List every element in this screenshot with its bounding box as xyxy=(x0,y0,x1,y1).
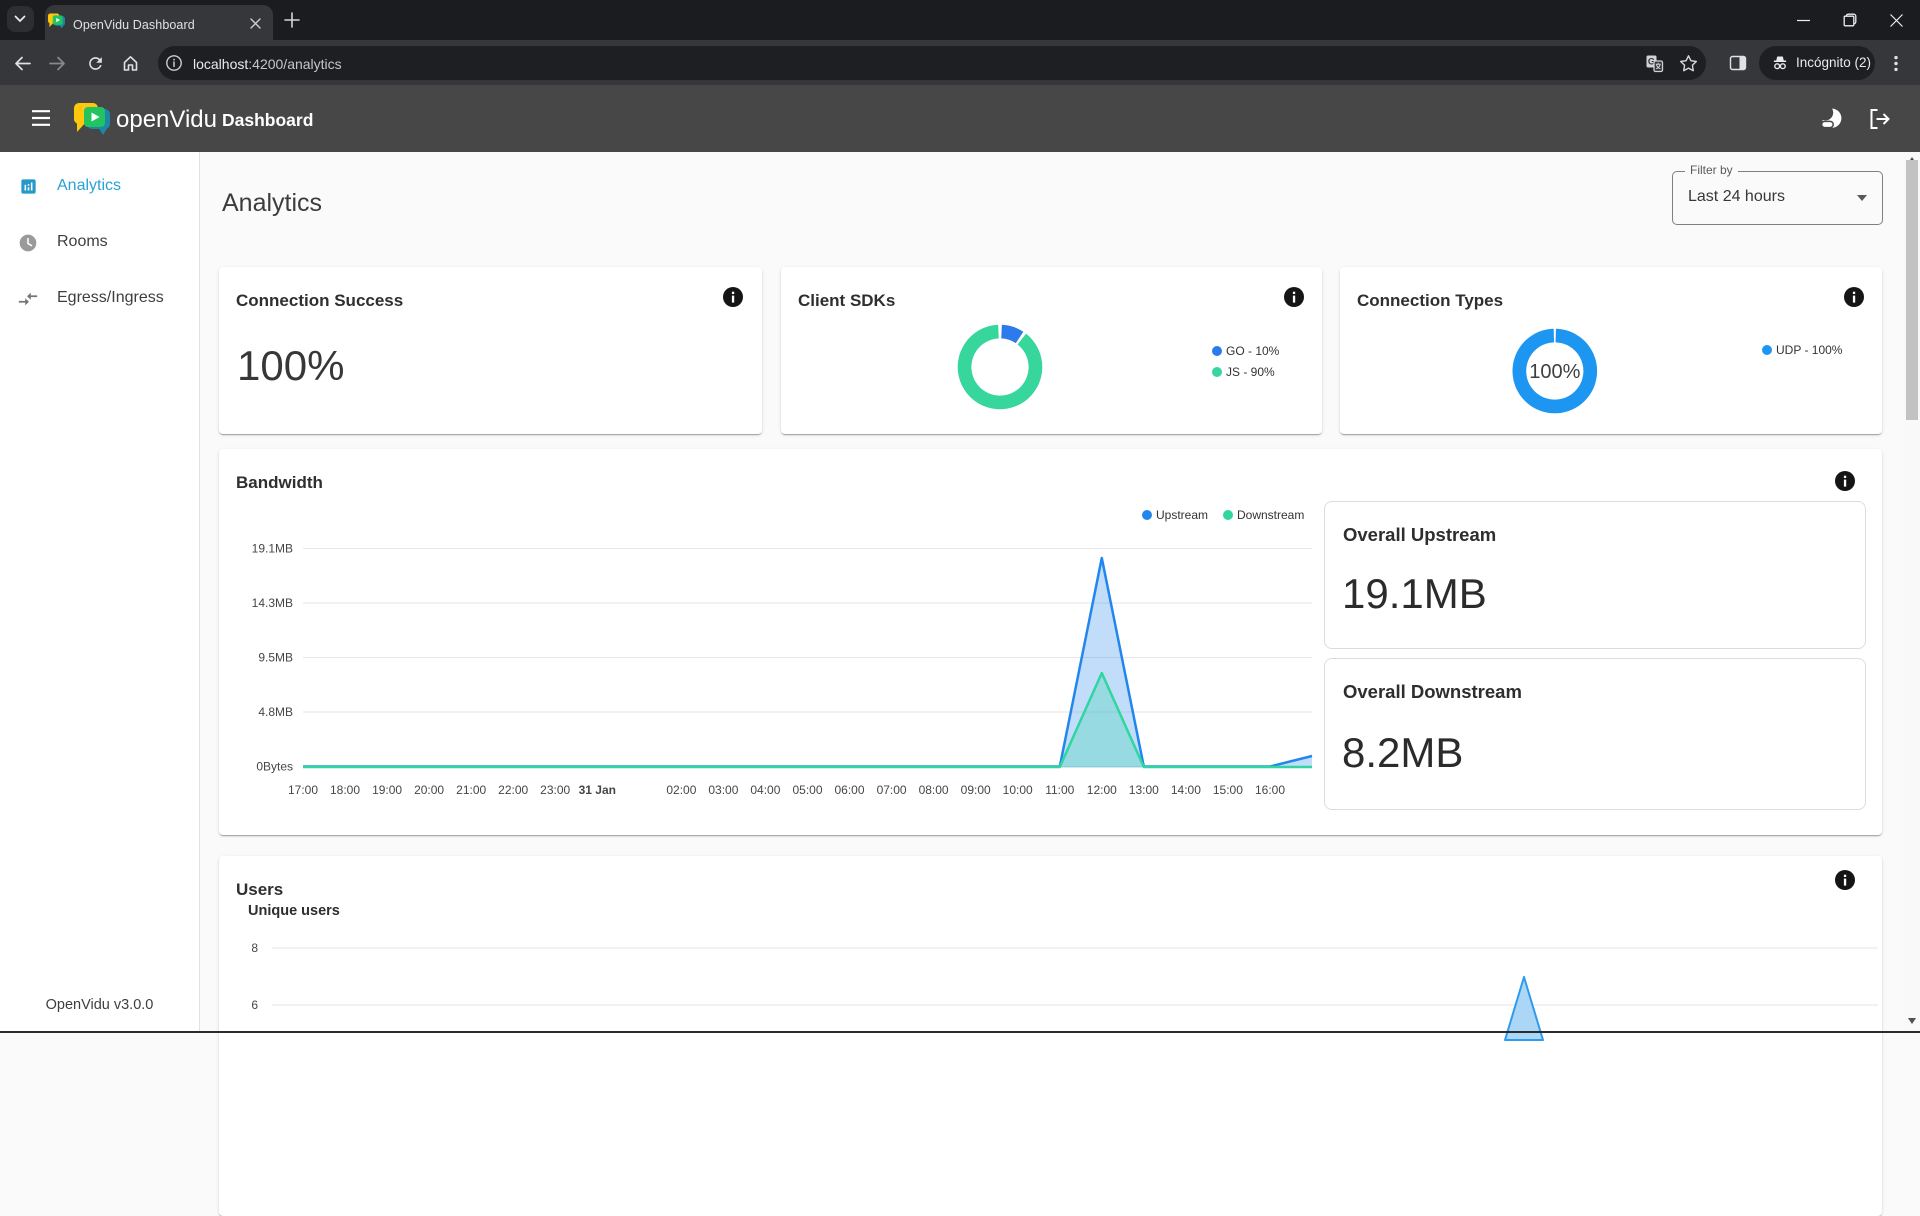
svg-text:04:00: 04:00 xyxy=(750,783,780,797)
svg-text:07:00: 07:00 xyxy=(877,783,907,797)
svg-text:02:00: 02:00 xyxy=(666,783,696,797)
svg-text:0Bytes: 0Bytes xyxy=(256,760,293,774)
svg-text:13:00: 13:00 xyxy=(1129,783,1159,797)
svg-text:17:00: 17:00 xyxy=(288,783,318,797)
svg-text:03:00: 03:00 xyxy=(708,783,738,797)
svg-text:9.5MB: 9.5MB xyxy=(258,651,293,665)
svg-text:12:00: 12:00 xyxy=(1087,783,1117,797)
svg-text:10:00: 10:00 xyxy=(1003,783,1033,797)
svg-text:23:00: 23:00 xyxy=(540,783,570,797)
svg-text:14.3MB: 14.3MB xyxy=(252,596,293,610)
svg-text:16:00: 16:00 xyxy=(1255,783,1285,797)
svg-text:21:00: 21:00 xyxy=(456,783,486,797)
svg-text:14:00: 14:00 xyxy=(1171,783,1201,797)
svg-text:09:00: 09:00 xyxy=(961,783,991,797)
svg-text:22:00: 22:00 xyxy=(498,783,528,797)
svg-text:08:00: 08:00 xyxy=(919,783,949,797)
svg-text:8: 8 xyxy=(251,941,258,955)
svg-text:11:00: 11:00 xyxy=(1045,783,1074,797)
svg-text:18:00: 18:00 xyxy=(330,783,360,797)
svg-text:20:00: 20:00 xyxy=(414,783,444,797)
svg-text:06:00: 06:00 xyxy=(834,783,864,797)
svg-text:100%: 100% xyxy=(1529,361,1580,383)
svg-text:05:00: 05:00 xyxy=(792,783,822,797)
svg-text:G: G xyxy=(1648,57,1655,67)
svg-text:19:00: 19:00 xyxy=(372,783,402,797)
svg-text:31 Jan: 31 Jan xyxy=(579,783,616,797)
svg-text:19.1MB: 19.1MB xyxy=(252,542,293,556)
svg-text:4.8MB: 4.8MB xyxy=(258,705,293,719)
svg-text:15:00: 15:00 xyxy=(1213,783,1243,797)
svg-text:6: 6 xyxy=(251,998,258,1012)
